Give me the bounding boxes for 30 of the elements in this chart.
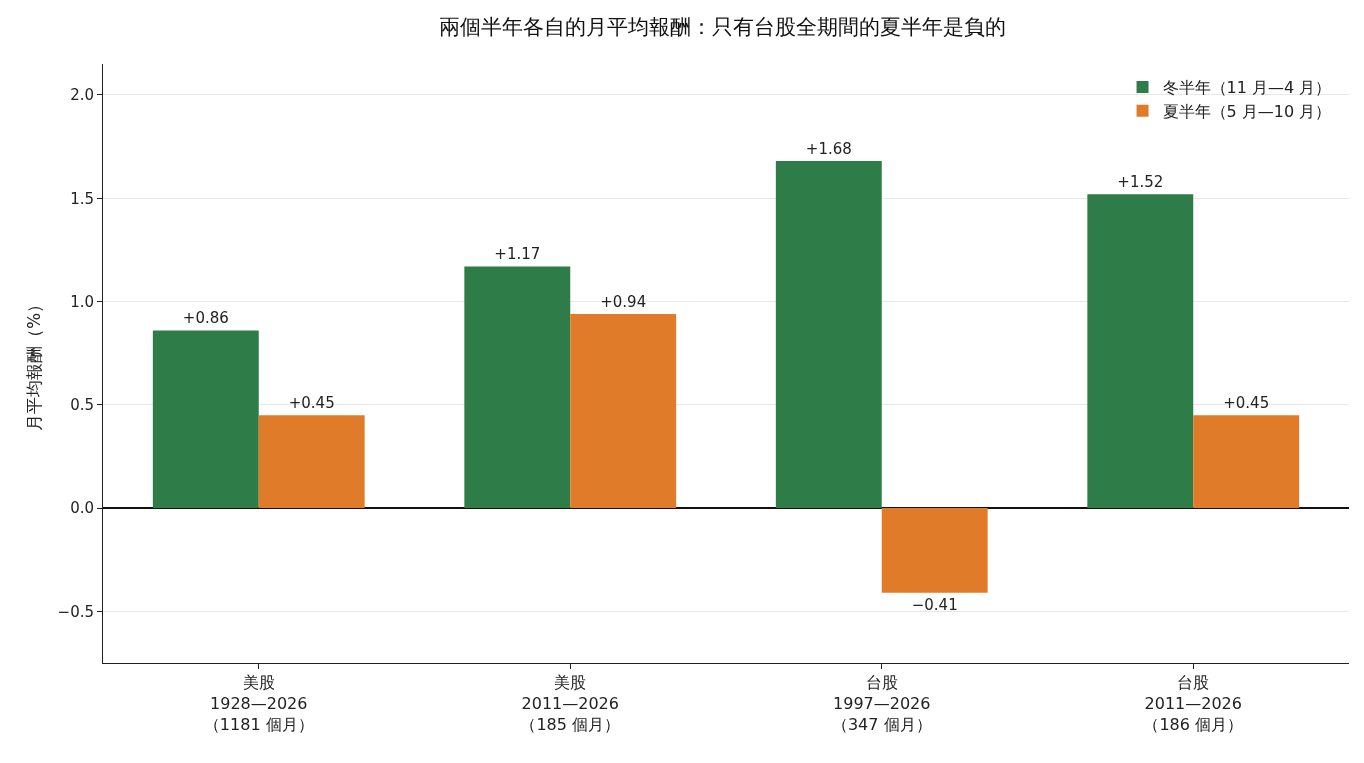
x-tick-label: 美股 2011—2026 （185 個月） (520, 673, 621, 734)
x-tick-label: 美股 1928—2026 （1181 個月） (203, 673, 314, 734)
data-label: +0.86 (182, 309, 229, 328)
legend-label: 夏半年（5 月—10 月） (1162, 101, 1332, 121)
data-label: +1.52 (1117, 173, 1164, 192)
y-tick-label: −0.5 (57, 602, 94, 621)
data-label: +0.45 (1223, 394, 1270, 413)
bar (258, 415, 365, 509)
chart-title: 兩個半年各自的月平均報酬：只有台股全期間的夏半年是負的 (439, 14, 1007, 39)
data-label: +0.94 (600, 292, 647, 311)
bar (775, 161, 882, 509)
y-tick-label: 1.5 (70, 189, 94, 208)
bar (1193, 415, 1300, 509)
bar (464, 266, 571, 509)
data-label: −0.41 (911, 595, 958, 614)
bar (881, 508, 988, 593)
y-tick-label: 0.5 (70, 396, 94, 415)
x-tick-label: 台股 2011—2026 （186 個月） (1143, 673, 1244, 734)
legend-label: 冬半年（11 月—4 月） (1162, 78, 1332, 98)
y-tick-label: 2.0 (70, 86, 94, 105)
data-label: +1.68 (805, 140, 852, 159)
x-tick-label: 台股 1997—2026 （347 個月） (831, 673, 932, 734)
y-tick-label: 1.0 (70, 292, 94, 311)
bar (1087, 194, 1194, 509)
data-label: +0.45 (288, 394, 335, 413)
data-label: +1.17 (494, 245, 541, 264)
bar (570, 313, 677, 509)
y-tick-label: 0.0 (70, 499, 94, 518)
y-axis-title: 月平均報酬（%） (24, 295, 45, 432)
bar (152, 330, 259, 509)
